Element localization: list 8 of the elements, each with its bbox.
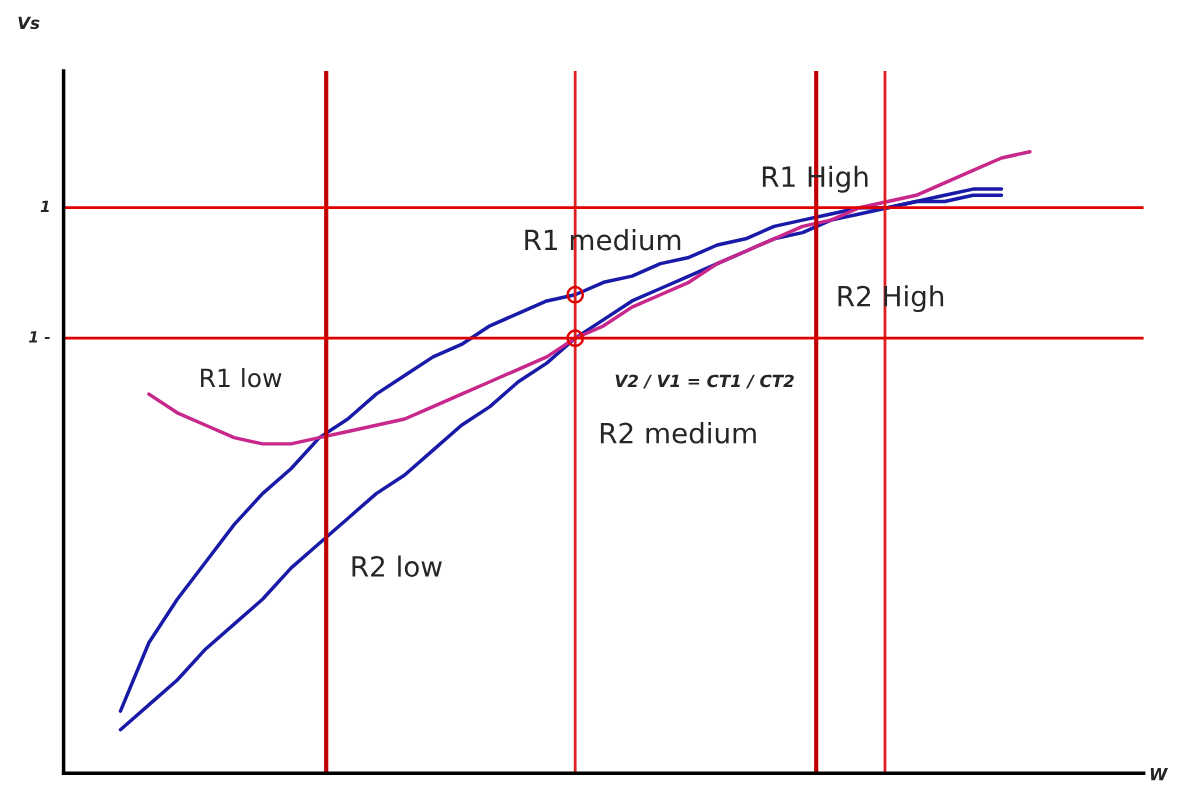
text: Vs [18,16,40,30]
text: W [1150,768,1169,781]
annotation: R2 medium [600,422,756,444]
annotation: V2 / V1 = CT1 / CT2 [615,374,794,389]
ref-line-label: 1 [40,200,49,212]
annotation: R1 low [201,368,282,388]
annotation: R2 low [352,555,442,577]
ref-line-label: 1 - [29,331,50,343]
